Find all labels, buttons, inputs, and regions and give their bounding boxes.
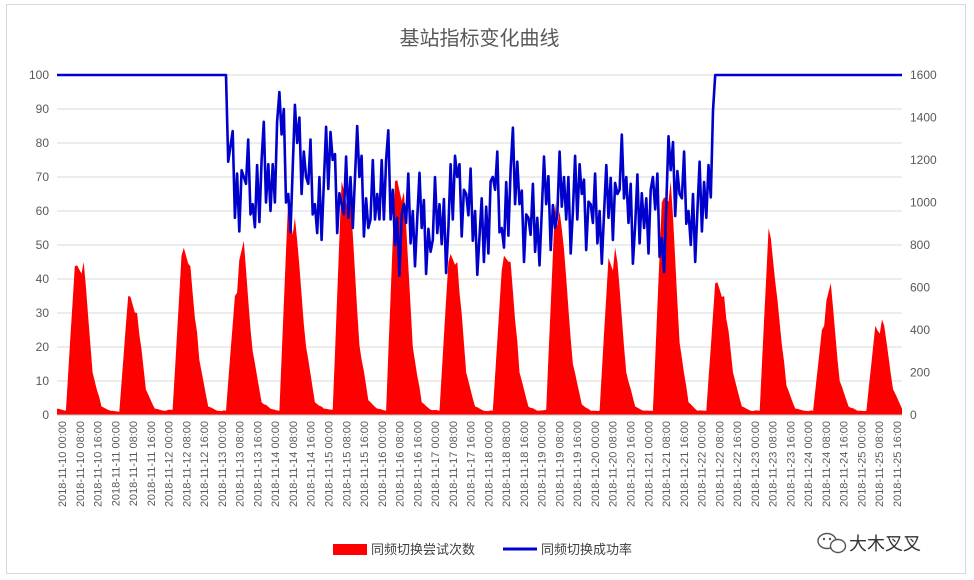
x-tick-label: 2018-11-23 16:00: [785, 421, 797, 507]
left-tick-label: 80: [36, 136, 50, 150]
x-tick-label: 2018-11-25 16:00: [892, 421, 904, 507]
right-tick-label: 0: [910, 408, 917, 422]
x-tick-label: 2018-11-25 00:00: [857, 421, 869, 507]
x-tick-label: 2018-11-20 08:00: [608, 421, 620, 507]
left-tick-label: 50: [36, 238, 50, 252]
x-tick-label: 2018-11-10 00:00: [57, 421, 69, 507]
x-tick-label: 2018-11-15 08:00: [341, 421, 353, 507]
x-tick-label: 2018-11-13 08:00: [235, 421, 247, 507]
legend-label-success-rate: 同频切换成功率: [541, 542, 632, 558]
x-axis-ticks: 2018-11-10 00:00 2018-11-10 08:00 2018-11-…: [57, 421, 904, 507]
x-tick-label: 2018-11-22 00:00: [697, 421, 709, 507]
right-tick-label: 400: [910, 323, 930, 337]
right-tick-label: 1400: [910, 111, 937, 125]
x-tick-label: 2018-11-18 16:00: [519, 421, 531, 507]
x-tick-label: 2018-11-14 16:00: [306, 421, 318, 507]
x-tick-label: 2018-11-17 16:00: [466, 421, 478, 507]
x-tick-label: 2018-11-17 00:00: [430, 421, 442, 507]
x-tick-label: 2018-11-19 00:00: [537, 421, 549, 507]
x-tick-label: 2018-11-16 00:00: [377, 421, 389, 507]
wechat-icon: [817, 532, 847, 554]
right-axis-ticks: 0 200 400 600 800 1000 1200 1400 1600: [910, 68, 937, 422]
x-tick-label: 2018-11-12 08:00: [181, 421, 193, 507]
x-tick-label: 2018-11-20 16:00: [626, 421, 638, 507]
right-tick-label: 1000: [910, 196, 937, 210]
x-tick-label: 2018-11-14 00:00: [270, 421, 282, 507]
x-tick-label: 2018-11-11 08:00: [128, 421, 140, 506]
x-tick-label: 2018-11-16 16:00: [412, 421, 424, 507]
x-tick-label: 2018-11-22 08:00: [714, 421, 726, 507]
x-tick-label: 2018-11-21 16:00: [679, 421, 691, 507]
x-tick-label: 2018-11-16 08:00: [395, 421, 407, 507]
left-tick-label: 20: [36, 340, 50, 354]
x-tick-label: 2018-11-19 16:00: [572, 421, 584, 507]
left-axis-ticks: 0 10 20 30 40 50 60 70 80 90 100: [29, 68, 49, 422]
legend-swatch-attempts: [333, 544, 367, 555]
left-tick-label: 40: [36, 272, 50, 286]
x-tick-label: 2018-11-11 00:00: [110, 421, 122, 506]
left-tick-label: 10: [36, 374, 50, 388]
watermark: 大木叉叉: [817, 532, 921, 555]
x-tick-label: 2018-11-12 00:00: [164, 421, 176, 507]
attempts-area-series: [57, 180, 902, 415]
x-tick-label: 2018-11-18 00:00: [483, 421, 495, 507]
x-tick-label: 2018-11-13 00:00: [217, 421, 229, 507]
x-tick-label: 2018-11-24 00:00: [803, 421, 815, 507]
x-tick-label: 2018-11-23 00:00: [750, 421, 762, 507]
success-rate-line-series: [57, 73, 902, 277]
x-tick-label: 2018-11-22 16:00: [732, 421, 744, 507]
right-tick-label: 800: [910, 238, 930, 252]
x-tick-label: 2018-11-21 00:00: [643, 421, 655, 507]
right-tick-label: 600: [910, 281, 930, 295]
x-tick-label: 2018-11-21 08:00: [661, 421, 673, 507]
x-tick-label: 2018-11-14 08:00: [288, 421, 300, 507]
right-tick-label: 1600: [910, 68, 937, 82]
success-rate-line: [57, 73, 902, 277]
x-tick-label: 2018-11-15 00:00: [324, 421, 336, 507]
x-tick-label: 2018-11-15 16:00: [359, 421, 371, 507]
legend: 同频切换尝试次数 同频切换成功率: [333, 542, 632, 558]
x-tick-label: 2018-11-24 16:00: [839, 421, 851, 507]
x-tick-label: 2018-11-17 08:00: [448, 421, 460, 507]
left-tick-label: 30: [36, 306, 50, 320]
right-tick-label: 1200: [910, 153, 937, 167]
left-tick-label: 0: [42, 408, 49, 422]
x-tick-label: 2018-11-13 16:00: [252, 421, 264, 507]
x-tick-label: 2018-11-10 08:00: [75, 421, 87, 507]
x-tick-label: 2018-11-23 08:00: [768, 421, 780, 507]
x-tick-label: 2018-11-11 16:00: [146, 421, 158, 506]
x-tick-label: 2018-11-12 16:00: [199, 421, 211, 507]
right-tick-label: 200: [910, 366, 930, 380]
left-tick-label: 100: [29, 68, 49, 82]
legend-label-attempts: 同频切换尝试次数: [371, 542, 475, 558]
attempts-area: [57, 180, 902, 415]
left-tick-label: 90: [36, 102, 50, 116]
x-tick-label: 2018-11-19 08:00: [554, 421, 566, 507]
watermark-text: 大木叉叉: [849, 534, 921, 555]
chart-frame: 基站指标变化曲线 0 10 20 30 40 50 60 70 80 90 100 0 200 400 6…: [6, 4, 966, 574]
x-tick-label: 2018-11-25 08:00: [874, 421, 886, 507]
x-tick-label: 2018-11-18 08:00: [501, 421, 513, 507]
chart-svg: 基站指标变化曲线 0 10 20 30 40 50 60 70 80 90 100 0 200 400 6…: [29, 26, 937, 558]
chart-title: 基站指标变化曲线: [400, 26, 560, 50]
left-tick-label: 70: [36, 170, 50, 184]
x-tick-label: 2018-11-24 08:00: [821, 421, 833, 507]
x-tick-label: 2018-11-20 00:00: [590, 421, 602, 507]
x-tick-label: 2018-11-10 16:00: [93, 421, 105, 507]
left-tick-label: 60: [36, 204, 50, 218]
